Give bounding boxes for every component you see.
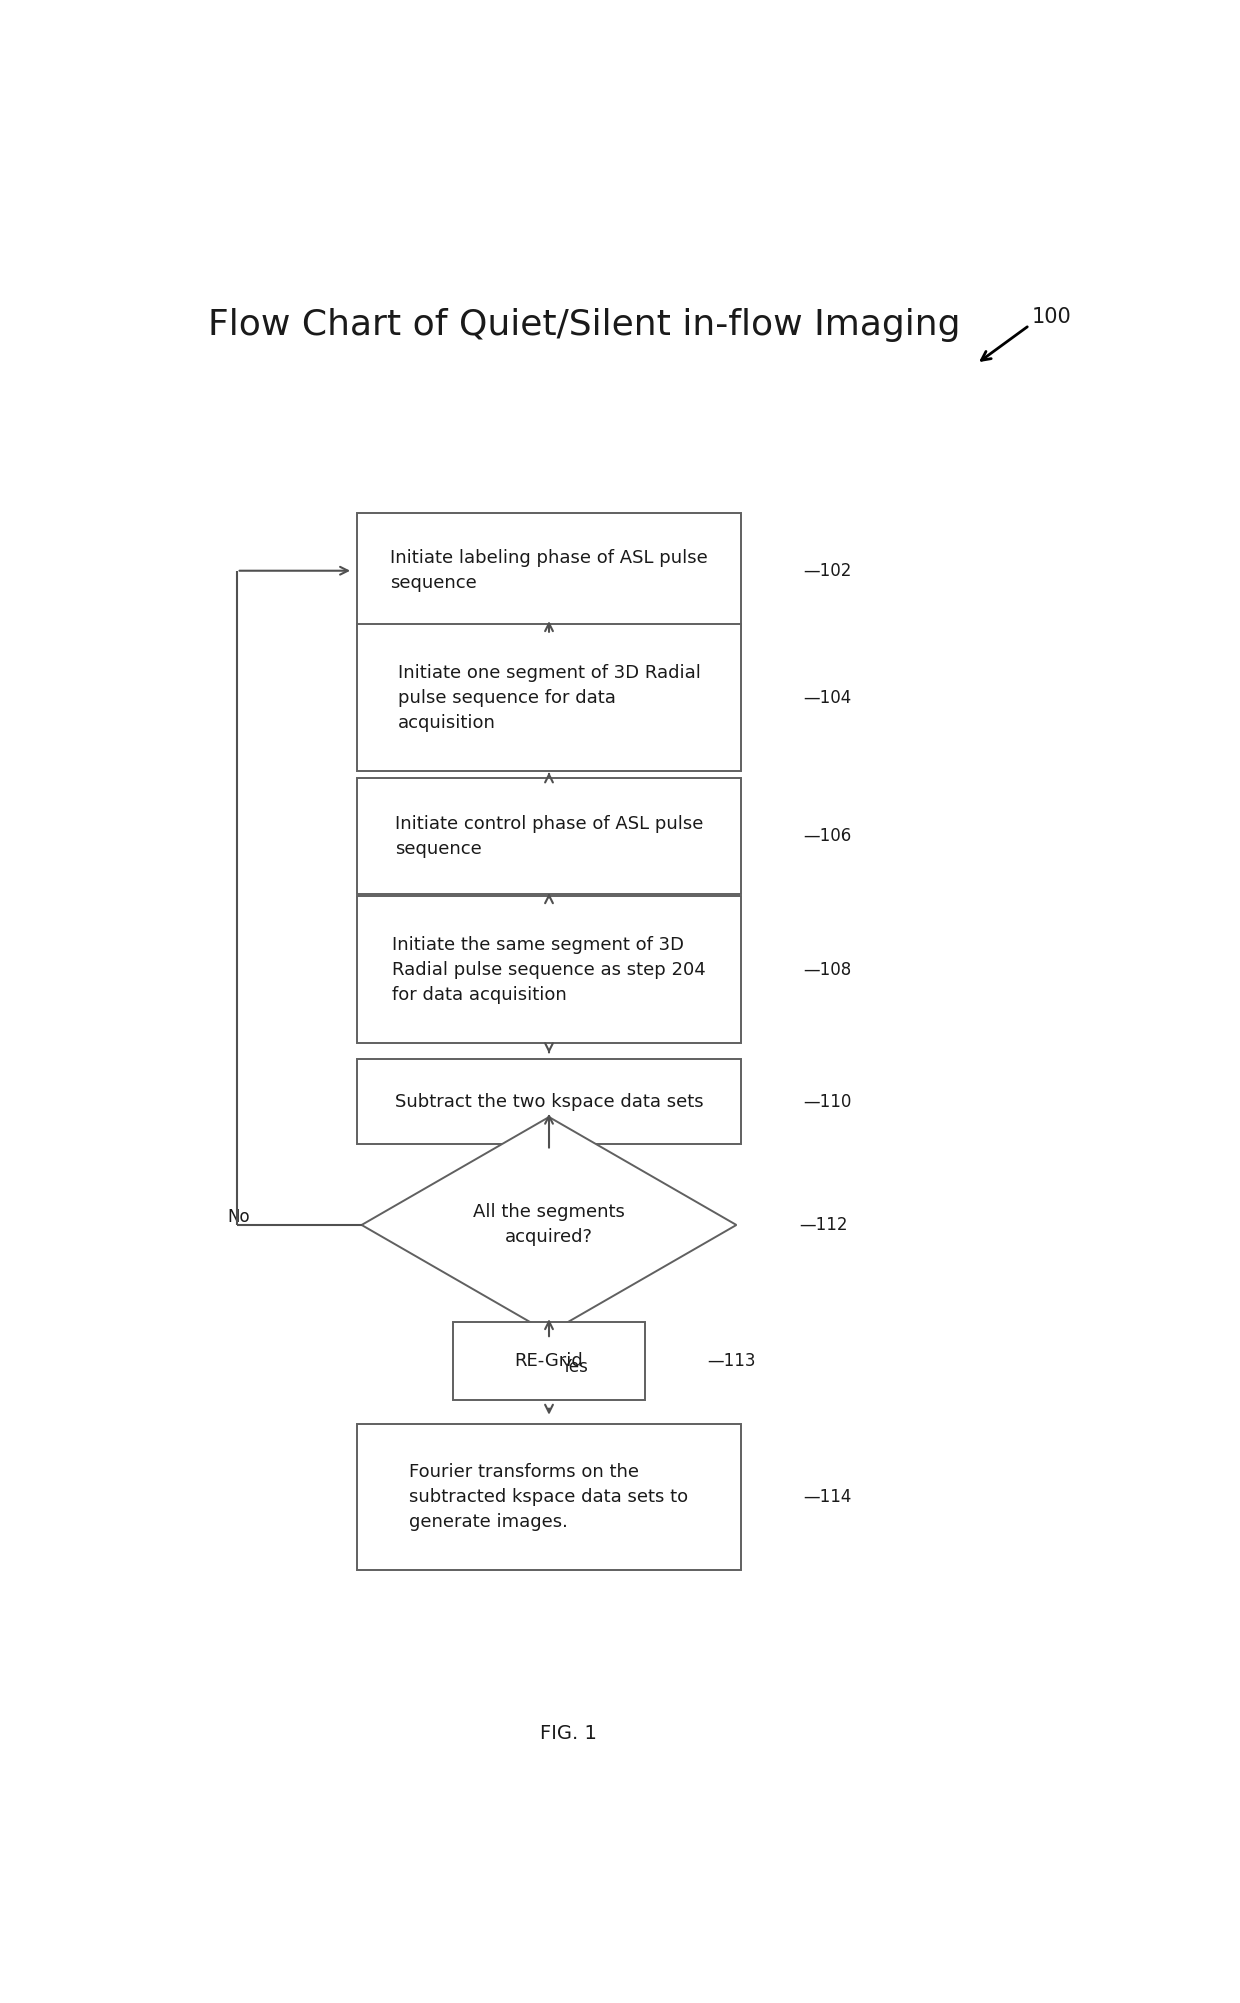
Text: Initiate the same segment of 3D
Radial pulse sequence as step 204
for data acqui: Initiate the same segment of 3D Radial p… — [392, 935, 706, 1004]
Text: Flow Chart of Quiet/Silent in-flow Imaging: Flow Chart of Quiet/Silent in-flow Imagi… — [208, 308, 960, 343]
Text: All the segments
acquired?: All the segments acquired? — [474, 1204, 625, 1246]
Text: Initiate control phase of ASL pulse
sequence: Initiate control phase of ASL pulse sequ… — [394, 815, 703, 857]
Text: No: No — [227, 1208, 249, 1226]
Text: RE-Grid: RE-Grid — [515, 1352, 583, 1370]
Text: 100: 100 — [1032, 308, 1071, 326]
Polygon shape — [362, 1118, 737, 1332]
Text: Fourier transforms on the
subtracted kspace data sets to
generate images.: Fourier transforms on the subtracted ksp… — [409, 1462, 688, 1530]
Text: Yes: Yes — [560, 1358, 588, 1376]
Text: —108: —108 — [804, 961, 852, 979]
Text: —114: —114 — [804, 1488, 852, 1506]
Text: —104: —104 — [804, 689, 852, 707]
Text: Initiate labeling phase of ASL pulse
sequence: Initiate labeling phase of ASL pulse seq… — [391, 549, 708, 593]
Text: —106: —106 — [804, 827, 852, 845]
FancyBboxPatch shape — [357, 897, 742, 1044]
FancyBboxPatch shape — [357, 513, 742, 629]
Text: —112: —112 — [799, 1216, 847, 1234]
Text: —110: —110 — [804, 1094, 852, 1112]
Text: Subtract the two kspace data sets: Subtract the two kspace data sets — [394, 1094, 703, 1112]
FancyBboxPatch shape — [357, 779, 742, 893]
Text: Initiate one segment of 3D Radial
pulse sequence for data
acquisition: Initiate one segment of 3D Radial pulse … — [398, 663, 701, 731]
FancyBboxPatch shape — [357, 625, 742, 771]
FancyBboxPatch shape — [453, 1322, 645, 1400]
Text: FIG. 1: FIG. 1 — [539, 1725, 596, 1743]
FancyBboxPatch shape — [357, 1424, 742, 1570]
Text: —102: —102 — [804, 561, 852, 579]
Text: —113: —113 — [708, 1352, 756, 1370]
FancyBboxPatch shape — [357, 1060, 742, 1144]
